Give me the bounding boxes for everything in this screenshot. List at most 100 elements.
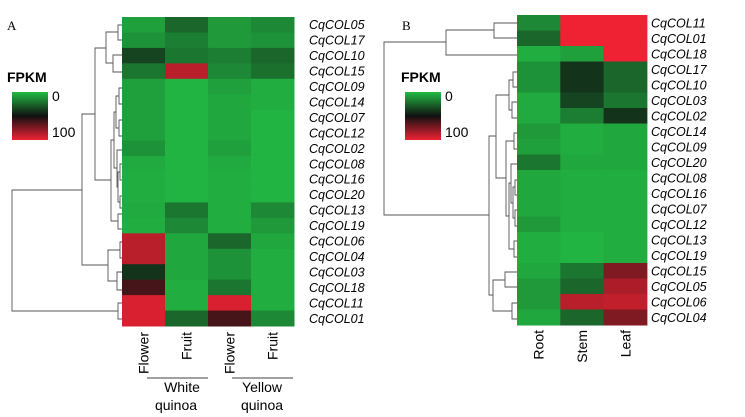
heatmap-cell-cqcol05-root-0 — [517, 278, 561, 295]
heatmap-cell-cqcol01-flower-2 — [208, 310, 252, 327]
heatmap-cell-cqcol02-leaf-2 — [603, 108, 648, 124]
heatmap-cell-cqcol01-fruit-1 — [165, 310, 209, 327]
panel-a-group-labels: White quinoa Yellow quinoa — [147, 377, 293, 413]
heatmap-cell-cqcol12-fruit-1 — [165, 125, 209, 142]
panel-a-column-labels: Flower Fruit Flower Fruit — [136, 332, 281, 374]
row-label-cqcol12: CqCOL12 — [309, 126, 365, 140]
row-label-cqcol19: CqCOL19 — [309, 219, 365, 233]
group-label-white-line1: White — [164, 379, 200, 395]
heatmap-cell-cqcol14-root-0 — [517, 123, 561, 140]
heatmap-cell-cqcol11-stem-1 — [560, 15, 605, 31]
row-label-cqcol07: CqCOL07 — [309, 111, 366, 125]
heatmap-cell-cqcol05-flower-0 — [122, 17, 166, 33]
heatmap-cell-cqcol05-stem-1 — [560, 278, 605, 295]
heatmap-cell-cqcol06-leaf-2 — [603, 294, 648, 310]
row-label-cqcol12: CqCOL12 — [651, 218, 707, 232]
row-label-cqcol01: CqCOL01 — [309, 312, 365, 326]
heatmap-cell-cqcol04-fruit-1 — [165, 248, 209, 265]
heatmap-cell-cqcol18-leaf-2 — [603, 46, 648, 62]
panel-b-legend-tick-min: 0 — [445, 88, 453, 104]
heatmap-cell-cqcol20-flower-2 — [208, 186, 252, 203]
row-label-cqcol06: CqCOL06 — [651, 295, 707, 309]
heatmap-cell-cqcol14-fruit-3 — [251, 94, 295, 111]
panel-a-legend-tick-min: 0 — [52, 88, 60, 104]
heatmap-cell-cqcol11-root-0 — [517, 15, 561, 31]
heatmap-cell-cqcol16-stem-1 — [560, 185, 605, 202]
heatmap-cell-cqcol18-fruit-1 — [165, 279, 209, 296]
heatmap-cell-cqcol02-fruit-3 — [251, 140, 295, 157]
heatmap-cell-cqcol06-flower-0 — [122, 233, 166, 250]
heatmap-cell-cqcol09-fruit-1 — [165, 78, 209, 95]
heatmap-cell-cqcol18-root-0 — [517, 46, 561, 62]
row-label-cqcol15: CqCOL15 — [309, 65, 365, 79]
heatmap-cell-cqcol15-root-0 — [517, 263, 561, 279]
heatmap-cell-cqcol15-flower-2 — [208, 63, 252, 80]
heatmap-cell-cqcol10-root-0 — [517, 77, 561, 93]
row-label-cqcol17: CqCOL17 — [651, 63, 708, 77]
heatmap-cell-cqcol02-root-0 — [517, 108, 561, 124]
column-label-fruit-1: Fruit — [179, 332, 195, 360]
heatmap-cell-cqcol05-fruit-3 — [251, 17, 295, 33]
heatmap-cell-cqcol03-fruit-1 — [165, 264, 209, 281]
heatmap-cell-cqcol12-root-0 — [517, 216, 561, 233]
heatmap-cell-cqcol14-flower-0 — [122, 94, 166, 111]
heatmap-cell-cqcol13-root-0 — [517, 232, 561, 248]
heatmap-cell-cqcol06-root-0 — [517, 294, 561, 310]
heatmap-cell-cqcol06-fruit-1 — [165, 233, 209, 250]
heatmap-cell-cqcol12-fruit-3 — [251, 125, 295, 142]
row-label-cqcol10: CqCOL10 — [309, 49, 365, 63]
heatmap-cell-cqcol19-flower-0 — [122, 217, 166, 234]
panel-a-row-dendrogram — [11, 24, 122, 320]
row-label-cqcol17: CqCOL17 — [309, 34, 366, 48]
panel-a-row-labels: CqCOL05CqCOL17CqCOL10CqCOL15CqCOL09CqCOL… — [309, 18, 366, 326]
heatmap-cell-cqcol11-fruit-1 — [165, 295, 209, 312]
row-label-cqcol16: CqCOL16 — [651, 187, 707, 201]
heatmap-cell-cqcol20-fruit-1 — [165, 186, 209, 203]
row-label-cqcol11: CqCOL11 — [309, 296, 364, 310]
panel-a-legend-title: FPKM — [7, 69, 47, 85]
heatmap-cell-cqcol01-leaf-2 — [603, 30, 648, 47]
heatmap-cell-cqcol10-fruit-1 — [165, 47, 209, 64]
heatmap-cell-cqcol19-leaf-2 — [603, 247, 648, 264]
heatmap-cell-cqcol09-fruit-3 — [251, 78, 295, 95]
heatmap-cell-cqcol13-stem-1 — [560, 232, 605, 248]
heatmap-cell-cqcol18-flower-0 — [122, 279, 166, 296]
column-label-flower-2: Flower — [222, 332, 238, 374]
heatmap-cell-cqcol16-flower-0 — [122, 171, 166, 188]
heatmap-cell-cqcol09-leaf-2 — [603, 139, 648, 155]
panel-a-label: A — [7, 18, 17, 33]
heatmap-cell-cqcol19-fruit-1 — [165, 217, 209, 234]
row-label-cqcol14: CqCOL14 — [651, 125, 707, 139]
row-label-cqcol06: CqCOL06 — [309, 235, 365, 249]
heatmap-cell-cqcol20-fruit-3 — [251, 186, 295, 203]
group-label-white-line2: quinoa — [155, 397, 197, 413]
heatmap-cell-cqcol04-leaf-2 — [603, 309, 648, 326]
row-label-cqcol05: CqCOL05 — [309, 18, 365, 32]
heatmap-cell-cqcol10-stem-1 — [560, 77, 605, 93]
row-label-cqcol19: CqCOL19 — [651, 249, 707, 263]
heatmap-cell-cqcol01-root-0 — [517, 30, 561, 47]
column-label-leaf-2: Leaf — [617, 330, 633, 357]
heatmap-cell-cqcol19-root-0 — [517, 247, 561, 264]
heatmap-cell-cqcol03-flower-2 — [208, 264, 252, 281]
panel-a: A FPKM 0 100 — [7, 17, 366, 413]
heatmap-cell-cqcol11-leaf-2 — [603, 15, 648, 31]
panel-b-heatmap-cells — [517, 15, 648, 326]
heatmap-cell-cqcol04-flower-2 — [208, 248, 252, 265]
heatmap-cell-cqcol20-stem-1 — [560, 154, 605, 171]
heatmap-cell-cqcol17-flower-0 — [122, 32, 166, 49]
heatmap-cell-cqcol13-leaf-2 — [603, 232, 648, 248]
row-label-cqcol04: CqCOL04 — [309, 250, 365, 264]
heatmap-cell-cqcol03-stem-1 — [560, 92, 605, 109]
row-label-cqcol09: CqCOL09 — [651, 140, 707, 154]
heatmap-cell-cqcol02-flower-2 — [208, 140, 252, 157]
heatmap-cell-cqcol16-fruit-3 — [251, 171, 295, 188]
heatmap-cell-cqcol18-fruit-3 — [251, 279, 295, 296]
heatmap-cell-cqcol10-flower-0 — [122, 47, 166, 64]
heatmap-cell-cqcol12-flower-2 — [208, 125, 252, 142]
heatmap-cell-cqcol07-fruit-1 — [165, 109, 209, 126]
panel-b-legend-bar — [405, 92, 441, 140]
row-label-cqcol13: CqCOL13 — [651, 233, 707, 247]
heatmap-cell-cqcol17-flower-2 — [208, 32, 252, 49]
